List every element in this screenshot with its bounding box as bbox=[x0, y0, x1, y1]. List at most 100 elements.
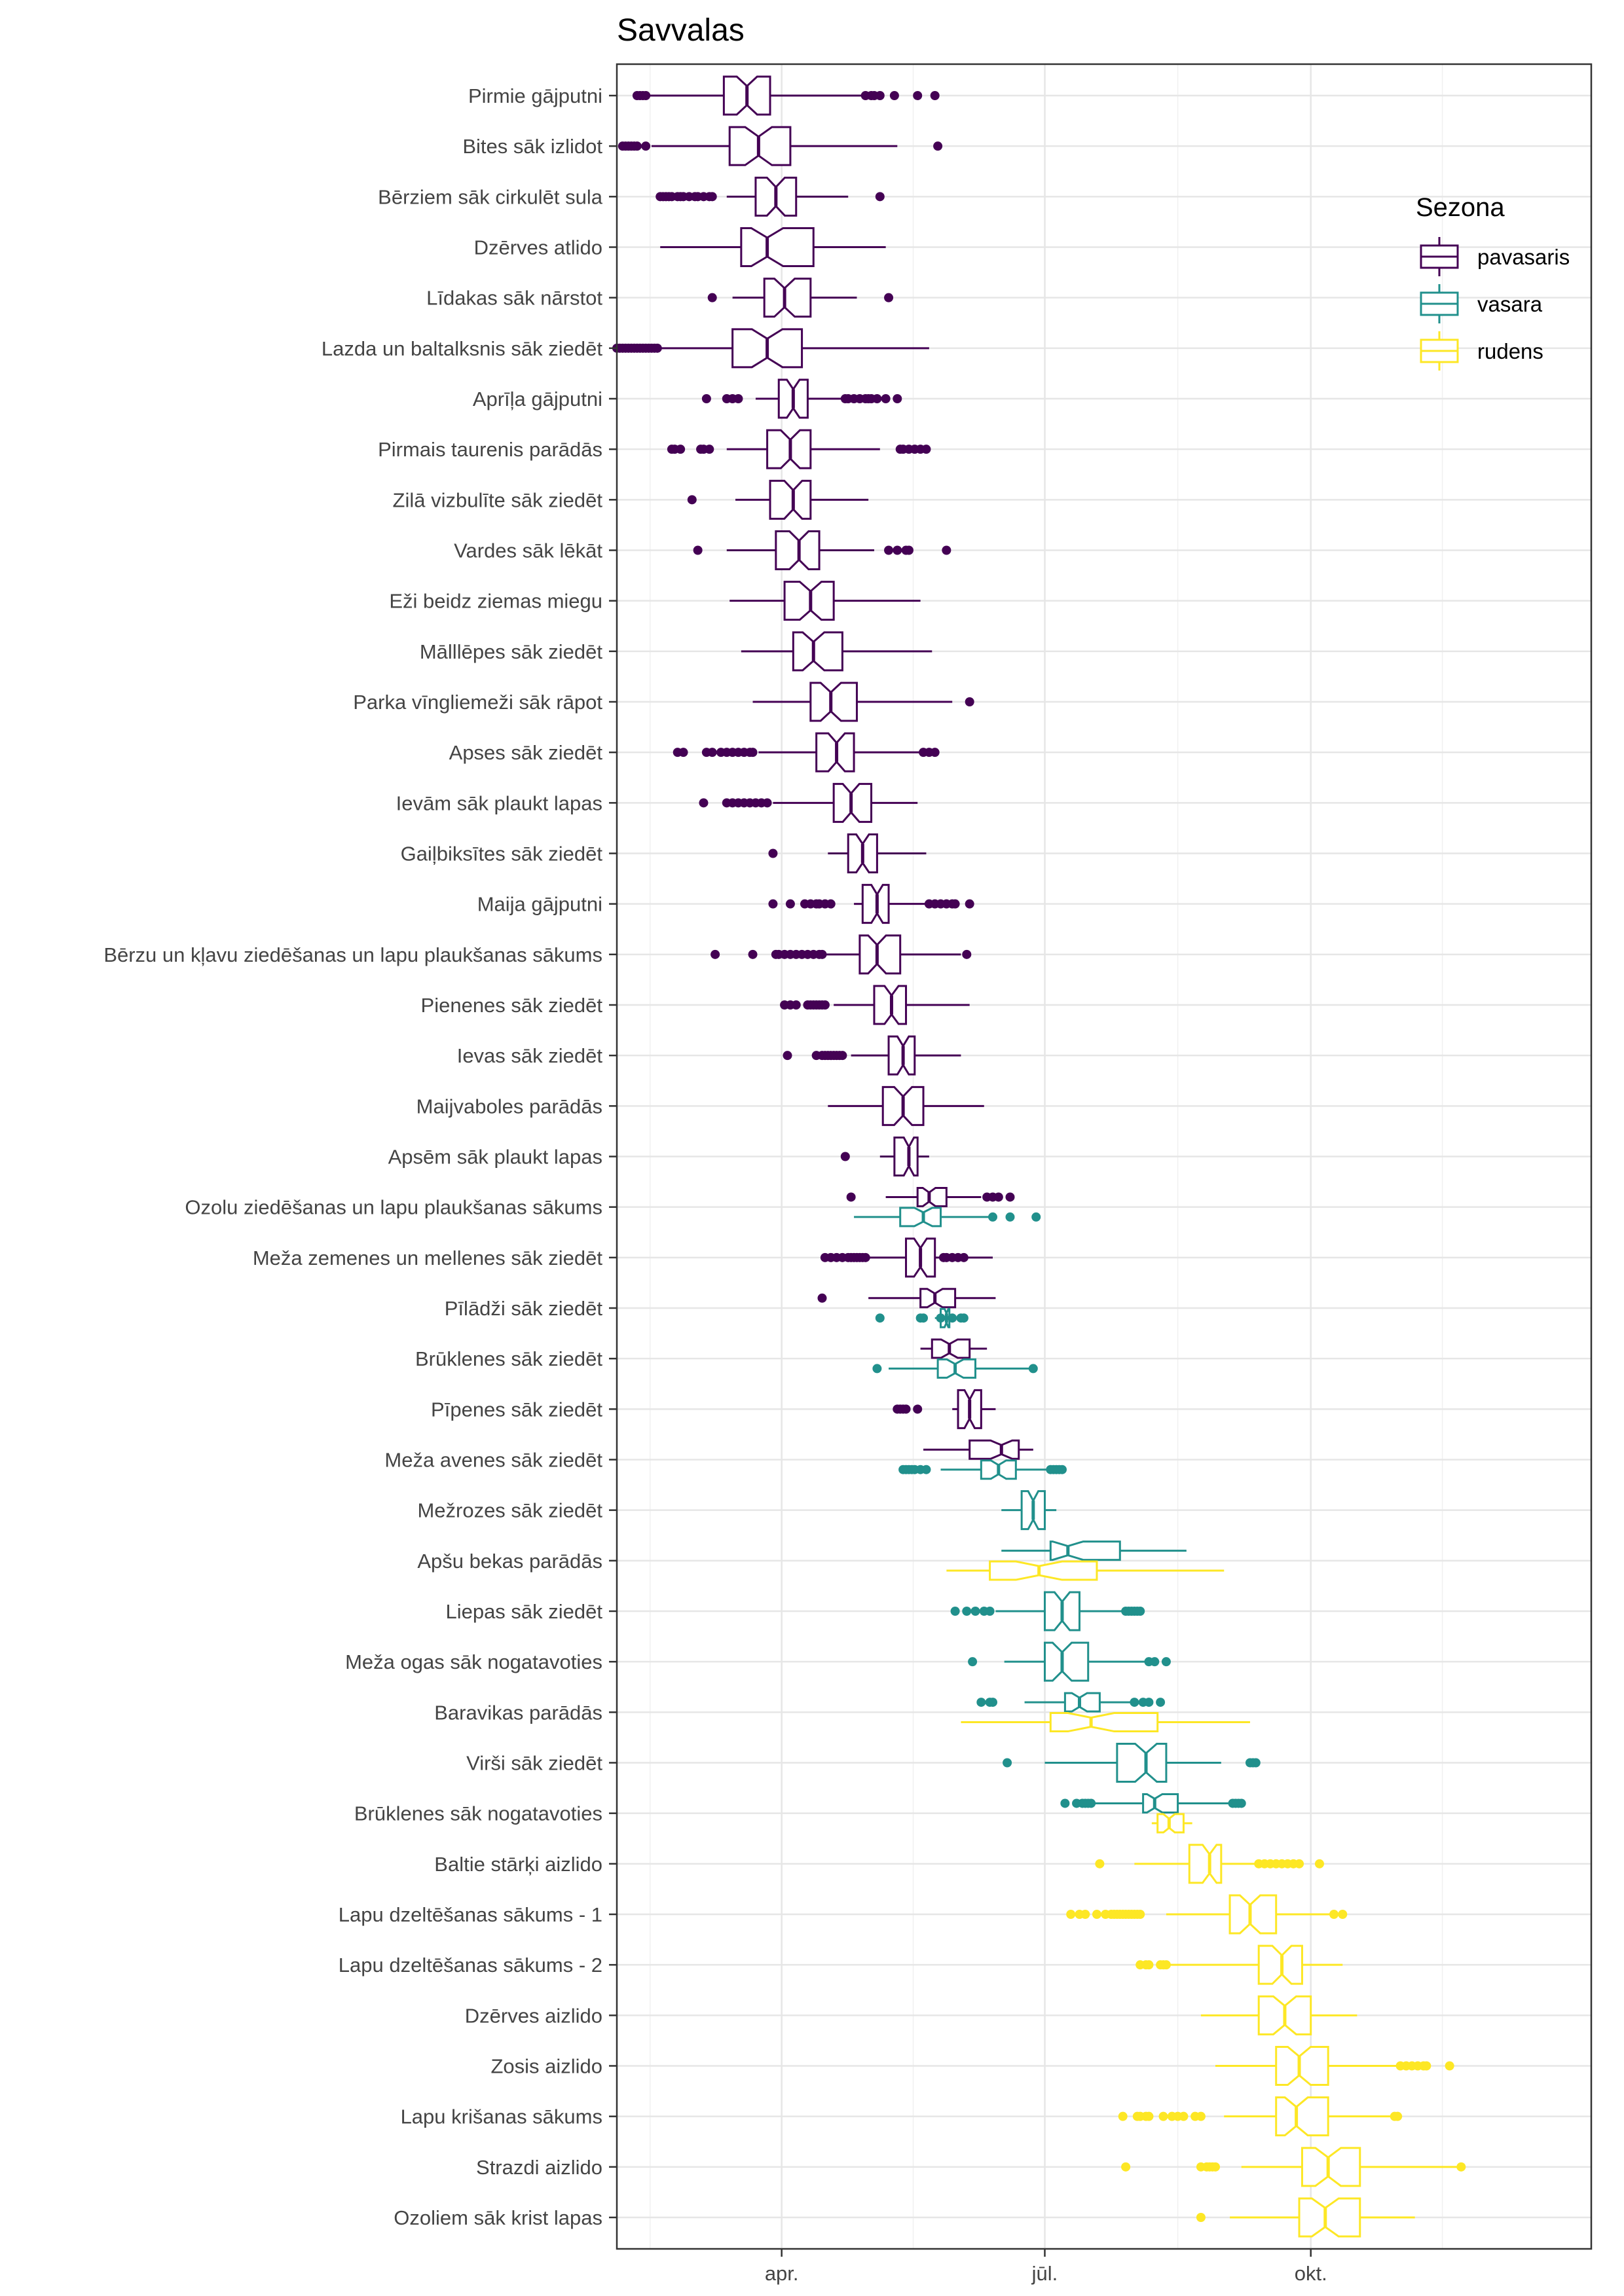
box bbox=[1275, 2096, 1329, 2137]
outlier-point bbox=[1210, 2162, 1220, 2172]
outlier-point bbox=[875, 91, 885, 100]
y-tick-label: Ozoliem sāk krist lapas bbox=[394, 2206, 602, 2229]
outlier-point bbox=[783, 1051, 792, 1061]
y-tick-label: Strazdi aizlido bbox=[476, 2156, 602, 2179]
y-tick-label: Lapu krišanas sākums bbox=[401, 2105, 602, 2128]
outlier-point bbox=[1196, 2111, 1206, 2121]
outlier-point bbox=[1005, 1212, 1015, 1222]
box bbox=[1142, 1793, 1179, 1813]
outlier-point bbox=[884, 545, 894, 555]
outlier-point bbox=[950, 1607, 960, 1616]
outlier-point bbox=[707, 192, 717, 202]
y-tick-label: Pirmie gājputni bbox=[468, 84, 602, 107]
y-tick-label: Mežrozes sāk ziedēt bbox=[417, 1499, 602, 1522]
box bbox=[809, 682, 858, 722]
outlier-point bbox=[693, 545, 703, 555]
outlier-point bbox=[710, 949, 720, 959]
outlier-point bbox=[641, 141, 651, 151]
outlier-point bbox=[985, 1607, 995, 1616]
legend-label: rudens bbox=[1477, 339, 1543, 363]
outlier-point bbox=[1150, 1657, 1160, 1667]
y-tick-label: Apsēm sāk plaukt lapas bbox=[388, 1146, 602, 1169]
box bbox=[763, 278, 812, 318]
y-tick-label: Aprīļa gājputni bbox=[473, 388, 602, 410]
y-tick-label: Meža ogas sāk nogatavoties bbox=[345, 1650, 602, 1673]
outlier-point bbox=[959, 1313, 969, 1323]
outlier-point bbox=[1086, 1798, 1096, 1808]
y-tick-label: Apšu bekas parādās bbox=[417, 1550, 602, 1573]
outlier-point bbox=[930, 748, 940, 757]
outlier-point bbox=[687, 495, 697, 505]
outlier-point bbox=[817, 1293, 827, 1303]
outlier-point bbox=[942, 545, 951, 555]
box bbox=[969, 1439, 1020, 1460]
box bbox=[792, 631, 843, 672]
y-tick-label: Maijvaboles parādās bbox=[416, 1095, 602, 1118]
outlier-point bbox=[965, 697, 974, 706]
outlier-point bbox=[762, 798, 772, 808]
outlier-point bbox=[1314, 1859, 1324, 1868]
outlier-point bbox=[705, 445, 714, 454]
outlier-point bbox=[1144, 1698, 1154, 1707]
outlier-point bbox=[893, 545, 902, 555]
outlier-point bbox=[641, 91, 651, 100]
y-tick-label: Maija gājputni bbox=[477, 893, 602, 916]
outlier-point bbox=[1445, 2061, 1454, 2071]
outlier-point bbox=[1338, 1910, 1348, 1919]
y-tick-label: Meža zemenes un mellenes sāk ziedēt bbox=[253, 1247, 603, 1269]
box bbox=[1049, 1712, 1159, 1733]
outlier-point bbox=[1295, 1859, 1304, 1868]
y-tick-label: Ievas sāk ziedēt bbox=[457, 1044, 603, 1067]
box bbox=[1301, 2147, 1361, 2187]
y-tick-label: Apses sāk ziedēt bbox=[449, 741, 603, 764]
y-tick-label: Ozolu ziedēšanas un lapu plaukšanas sāku… bbox=[185, 1196, 602, 1219]
box bbox=[858, 934, 902, 975]
box bbox=[919, 1288, 957, 1309]
y-tick-label: Zosis aizlido bbox=[490, 2055, 602, 2078]
y-tick-label: Pienenes sāk ziedēt bbox=[421, 994, 603, 1017]
box bbox=[1298, 2197, 1361, 2238]
outlier-point bbox=[1251, 1758, 1261, 1768]
outlier-point bbox=[988, 1212, 998, 1222]
outlier-point bbox=[948, 1313, 957, 1323]
y-tick-label: Vardes sāk lēkāt bbox=[454, 539, 602, 562]
outlier-point bbox=[676, 445, 686, 454]
outlier-point bbox=[936, 1313, 946, 1323]
outlier-point bbox=[913, 91, 923, 100]
outlier-point bbox=[1161, 1960, 1171, 1970]
box bbox=[1049, 1540, 1121, 1561]
outlier-point bbox=[1144, 2111, 1154, 2121]
y-tick-label: Pirmais taurenis parādās bbox=[378, 438, 602, 461]
outlier-point bbox=[826, 899, 836, 909]
outlier-point bbox=[1057, 1465, 1067, 1474]
outlier-point bbox=[1028, 1364, 1038, 1374]
outlier-point bbox=[913, 1404, 923, 1414]
outlier-point bbox=[962, 949, 972, 959]
outlier-point bbox=[968, 1657, 978, 1667]
outlier-point bbox=[1179, 2111, 1189, 2121]
outlier-point bbox=[846, 1192, 856, 1202]
y-tick-label: Dzērves atlido bbox=[474, 236, 602, 259]
outlier-point bbox=[1005, 1192, 1015, 1202]
outlier-point bbox=[1236, 1798, 1246, 1808]
y-tick-label: Lapu dzeltēšanas sākums - 1 bbox=[339, 1903, 602, 1926]
outlier-point bbox=[768, 899, 778, 909]
outlier-point bbox=[840, 1152, 850, 1161]
y-tick-label: Lazda un baltalksnis sāk ziedēt bbox=[322, 337, 602, 360]
box bbox=[989, 1560, 1098, 1581]
outlier-point bbox=[1003, 1758, 1012, 1768]
outlier-point bbox=[988, 1698, 998, 1707]
legend-label: vasara bbox=[1477, 292, 1543, 316]
x-tick-label: okt. bbox=[1295, 2262, 1327, 2285]
outlier-point bbox=[1066, 1910, 1076, 1919]
outlier-point bbox=[1422, 2061, 1431, 2071]
outlier-point bbox=[893, 394, 902, 403]
outlier-point bbox=[1135, 1910, 1145, 1919]
y-tick-label: Zilā vizbulīte sāk ziedēt bbox=[393, 488, 603, 511]
y-tick-label: Liepas sāk ziedēt bbox=[445, 1600, 602, 1623]
box bbox=[899, 1207, 942, 1228]
outlier-point bbox=[950, 899, 960, 909]
outlier-point bbox=[901, 1404, 911, 1414]
